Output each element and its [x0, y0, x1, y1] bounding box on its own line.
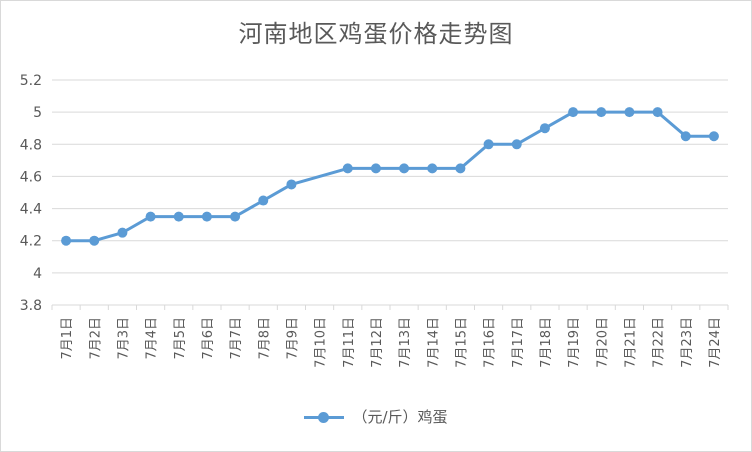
data-point	[286, 179, 297, 190]
data-point	[708, 131, 719, 142]
legend-label: （元/斤）鸡蛋	[352, 408, 448, 426]
chart-title: 河南地区鸡蛋价格走势图	[238, 20, 514, 48]
data-point	[117, 227, 128, 238]
y-tick-label: 5	[33, 105, 42, 121]
data-point	[455, 163, 466, 174]
x-tick-label: 7月12日	[370, 317, 385, 368]
data-point	[511, 139, 522, 150]
data-point	[568, 107, 579, 118]
data-point	[370, 163, 381, 174]
data-point	[483, 139, 494, 150]
y-tick-label: 4	[33, 266, 42, 282]
data-point	[680, 131, 691, 142]
data-point	[145, 211, 156, 222]
x-tick-label: 7月22日	[652, 317, 667, 368]
legend: （元/斤）鸡蛋	[0, 406, 752, 427]
x-tick-label: 7月15日	[454, 317, 469, 368]
data-point	[230, 211, 241, 222]
data-point	[173, 211, 184, 222]
x-tick-label: 7月6日	[201, 317, 216, 360]
data-point	[624, 107, 635, 118]
y-tick-label: 4.4	[20, 202, 42, 218]
x-tick-label: 7月7日	[229, 317, 244, 360]
y-tick-label: 4.2	[20, 234, 42, 250]
y-tick-label: 4.8	[20, 137, 42, 153]
x-tick-label: 7月16日	[483, 317, 498, 368]
x-tick-label: 7月24日	[708, 317, 723, 368]
data-point	[539, 123, 550, 134]
y-tick-label: 5.2	[20, 73, 42, 89]
data-point	[399, 163, 410, 174]
x-tick-label: 7月4日	[145, 317, 160, 360]
x-tick-label: 7月14日	[426, 317, 441, 368]
x-tick-label: 7月1日	[60, 317, 75, 360]
x-tick-label: 7月9日	[285, 317, 300, 360]
y-tick-label: 4.6	[20, 169, 42, 185]
data-point	[652, 107, 663, 118]
x-tick-label: 7月3日	[116, 317, 131, 360]
y-tick-label: 3.8	[20, 298, 42, 314]
legend-line-marker-icon	[304, 408, 345, 426]
x-tick-label: 7月11日	[342, 317, 357, 368]
x-tick-label: 7月17日	[511, 317, 526, 368]
x-tick-label: 7月21日	[623, 317, 638, 368]
x-tick-label: 7月23日	[680, 317, 695, 368]
x-tick-label: 7月2日	[88, 317, 103, 360]
data-point	[61, 235, 72, 246]
data-point	[596, 107, 607, 118]
x-tick-label: 7月13日	[398, 317, 413, 368]
x-tick-label: 7月18日	[539, 317, 554, 368]
data-point	[201, 211, 212, 222]
data-point	[89, 235, 100, 246]
x-tick-label: 7月20日	[595, 317, 610, 368]
data-point	[427, 163, 438, 174]
x-tick-label: 7月19日	[567, 317, 582, 368]
x-tick-label: 7月5日	[173, 317, 188, 360]
x-tick-label: 7月8日	[257, 317, 272, 360]
data-point	[258, 195, 269, 206]
data-point	[342, 163, 353, 174]
x-tick-label: 7月10日	[314, 317, 329, 368]
